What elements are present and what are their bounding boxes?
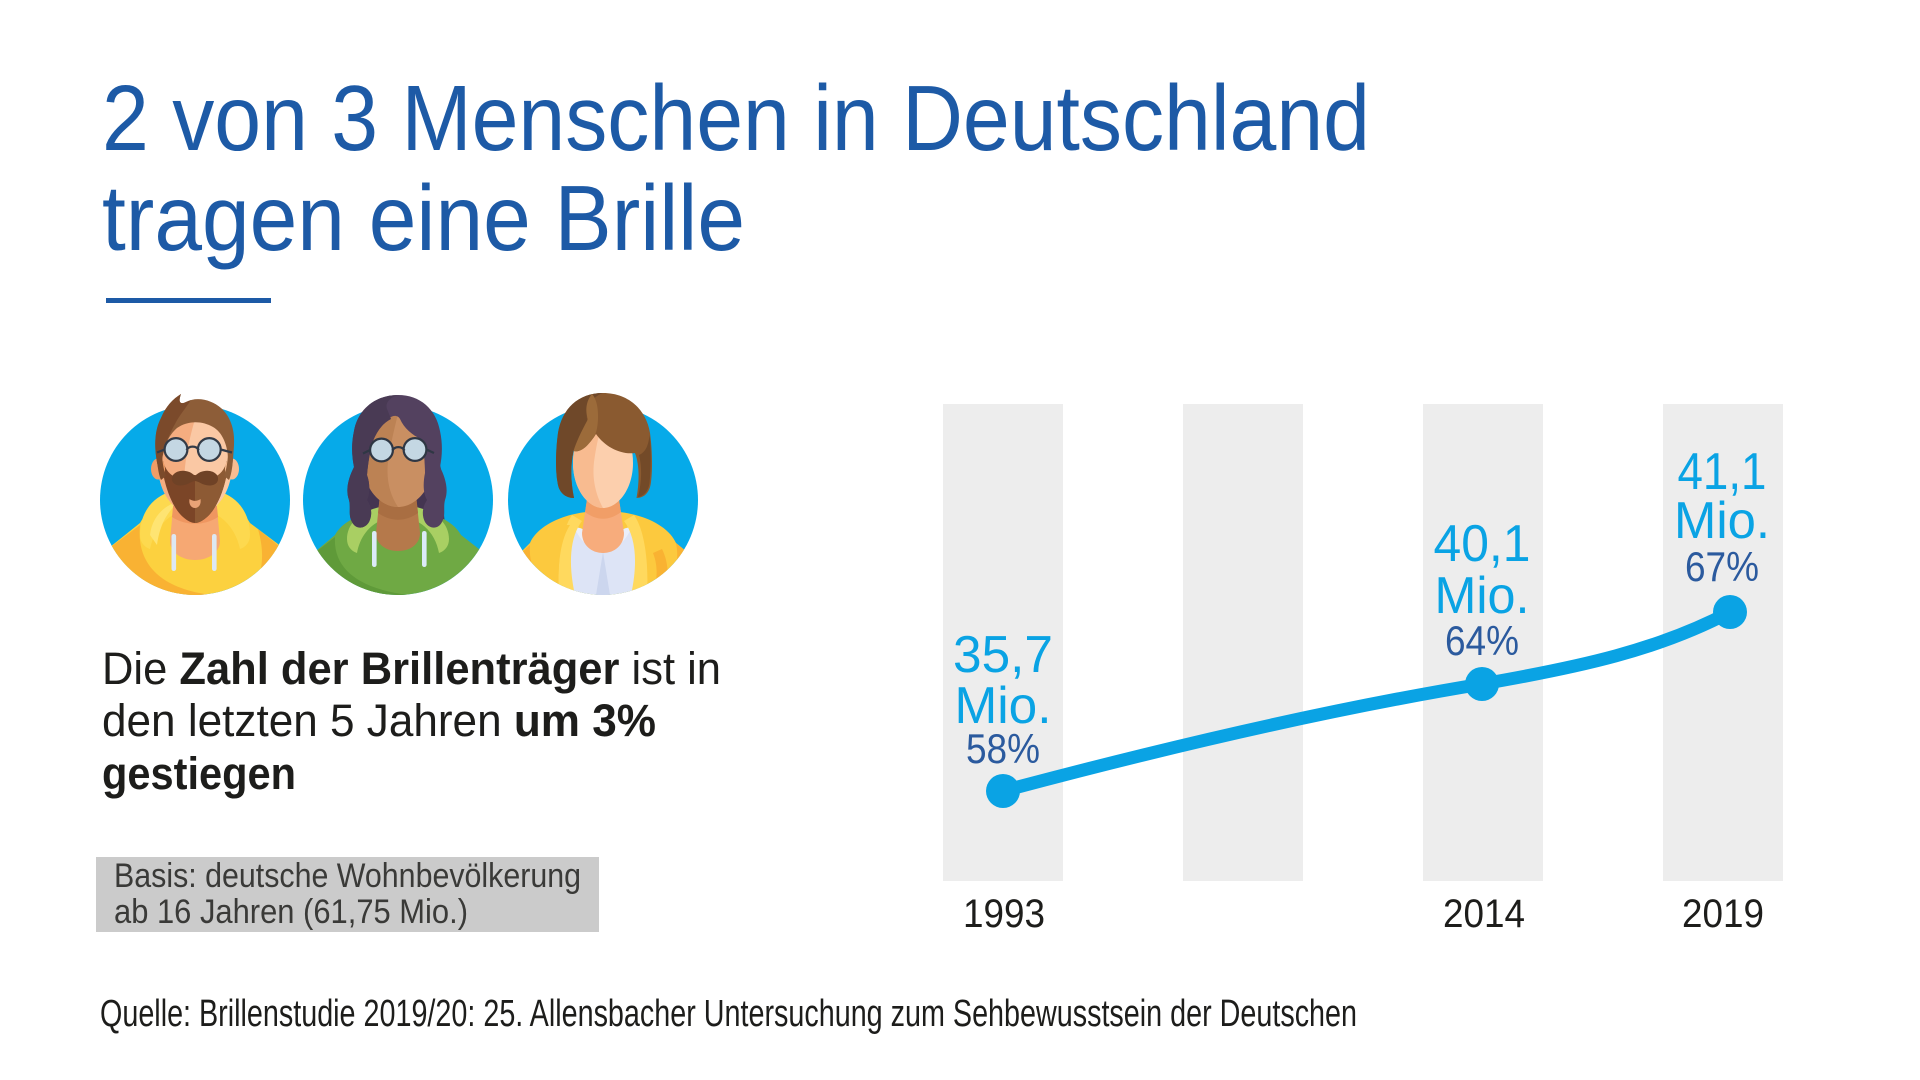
svg-text:64%: 64% <box>1445 617 1519 664</box>
svg-text:tragen eine Brille: tragen eine Brille <box>102 166 745 270</box>
svg-text:2 von 3 Menschen in Deutschlan: 2 von 3 Menschen in Deutschland <box>102 66 1370 170</box>
svg-text:Quelle: Brillenstudie 2019/20:: Quelle: Brillenstudie 2019/20: 25. Allen… <box>100 993 1357 1035</box>
svg-text:2019: 2019 <box>1682 892 1764 936</box>
svg-text:67%: 67% <box>1685 543 1759 590</box>
svg-text:Basis: deutsche Wohnbevölkerun: Basis: deutsche Wohnbevölkerung <box>114 857 581 895</box>
svg-text:2014: 2014 <box>1443 892 1525 936</box>
svg-text:Mio.: Mio. <box>1674 492 1770 550</box>
svg-text:40,1: 40,1 <box>1434 515 1531 573</box>
svg-text:41,1: 41,1 <box>1678 443 1767 501</box>
svg-text:35,7: 35,7 <box>953 626 1053 684</box>
svg-text:den letzten 5 Jahren um 3%: den letzten 5 Jahren um 3% <box>102 695 656 746</box>
svg-text:ab 16 Jahren (61,75 Mio.): ab 16 Jahren (61,75 Mio.) <box>114 893 468 931</box>
svg-text:Mio.: Mio. <box>1435 567 1530 625</box>
svg-text:Mio.: Mio. <box>955 677 1052 735</box>
svg-text:1993: 1993 <box>963 892 1045 936</box>
svg-text:gestiegen: gestiegen <box>102 748 296 799</box>
svg-text:58%: 58% <box>966 725 1040 772</box>
svg-text:Die Zahl der Brillenträger ist: Die Zahl der Brillenträger ist in <box>102 643 721 694</box>
